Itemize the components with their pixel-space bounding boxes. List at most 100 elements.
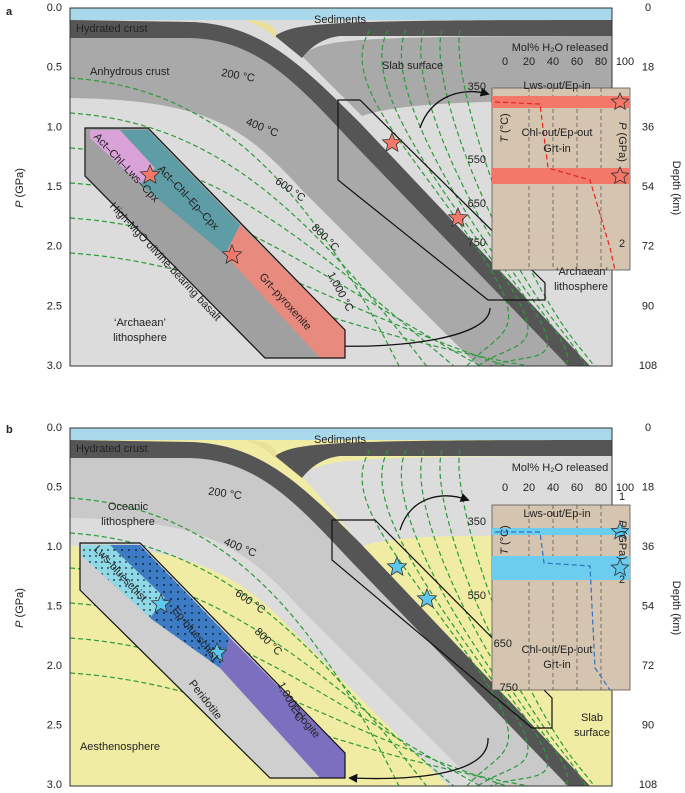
- inset-label: Grt-in: [543, 143, 571, 155]
- p-tick: 1.5: [47, 600, 62, 612]
- inset-label: Lws-out/Ep-in: [523, 80, 590, 92]
- arrow: [419, 87, 490, 129]
- axis-unit: (°C): [499, 525, 511, 548]
- depth-tick: 36: [642, 121, 654, 133]
- water-release-line: [495, 531, 611, 691]
- star: [221, 243, 243, 264]
- inset-x-tick: 100: [616, 482, 634, 494]
- hydrated-crust-label: Hydrated crust: [76, 23, 148, 35]
- callout-box: [331, 519, 553, 729]
- axis-title: T (°C): [499, 525, 511, 554]
- axis-unit: (°C): [499, 113, 511, 136]
- reaction-band: [492, 528, 630, 535]
- inset-t-tick: 650: [494, 638, 512, 650]
- axis-symbol: T: [499, 547, 511, 555]
- p-tick: 1.0: [47, 541, 62, 553]
- callout-box: [337, 99, 546, 301]
- depth-tick: 54: [642, 600, 654, 612]
- isotherm: [381, 29, 529, 366]
- sediment-wedge: [245, 20, 277, 38]
- inset-t-tick: 650: [468, 198, 486, 210]
- star: [610, 557, 630, 577]
- star: [447, 206, 469, 227]
- axis-title: P (GPa): [616, 520, 628, 560]
- anhydrous-crust-label: Anhydrous crust: [90, 66, 169, 78]
- panel-label: b: [6, 424, 13, 436]
- arrow: [348, 737, 489, 783]
- inset-label: Grt-in: [543, 659, 571, 671]
- label: Oceanic: [108, 501, 149, 513]
- depth-tick: 18: [642, 481, 654, 493]
- depth-tick: 36: [642, 541, 654, 553]
- label: ‘Archaean’: [556, 266, 608, 278]
- axis-unit: (GPa): [616, 129, 628, 161]
- isotherm: [400, 449, 549, 786]
- axis-symbol: T: [499, 135, 511, 143]
- arrow: [399, 493, 470, 531]
- isotherm: [361, 29, 510, 366]
- zoom-unit: [110, 545, 230, 668]
- inset-p-tick: 1: [619, 491, 625, 503]
- zoom-section: [84, 127, 346, 359]
- inset-box: [491, 504, 631, 691]
- isotherm: [70, 112, 428, 366]
- isotherm-label: 200 °C: [220, 67, 255, 85]
- label: surface: [574, 727, 610, 739]
- axis-title: Depth (km): [670, 161, 682, 215]
- star: [139, 163, 161, 184]
- depth-tick: 0: [645, 422, 651, 434]
- p-tick: 0.5: [47, 481, 62, 493]
- reaction-band: [492, 168, 630, 184]
- reaction-band: [492, 96, 630, 108]
- depth-tick: 90: [642, 300, 654, 312]
- arrow: [336, 307, 491, 351]
- isotherm: [381, 449, 529, 786]
- sediments-label: Sediments: [314, 434, 366, 446]
- zoom-unit: [82, 545, 165, 618]
- inset: [491, 87, 631, 271]
- label: lithosphere: [101, 516, 155, 528]
- p-tick: 1.0: [47, 121, 62, 133]
- slab-lithosphere: [70, 440, 591, 786]
- inset-x-tick: 0: [502, 482, 508, 494]
- overriding-dark-crust: [275, 20, 612, 58]
- inset-title: Mol% H₂O released: [512, 462, 609, 474]
- inset-label: Chl-out/Ep-out: [522, 127, 593, 139]
- inset-t-tick: 750: [468, 237, 486, 249]
- isotherm: [70, 77, 400, 366]
- axis-symbol: P: [14, 620, 26, 628]
- zoom-frame: [84, 127, 346, 359]
- inset-x-tick: 0: [502, 56, 508, 68]
- p-tick: 0.5: [47, 62, 62, 74]
- p-tick: 2.5: [47, 719, 62, 731]
- axis-symbol: P: [616, 122, 628, 130]
- axis-title: P (GPa): [14, 168, 26, 208]
- aesthenosphere-label: Aesthenosphere: [80, 741, 160, 753]
- isotherm-label: 200 °C: [207, 486, 242, 503]
- zoom-unit: [90, 130, 155, 184]
- inset-t-tick: 750: [500, 682, 518, 694]
- depth-tick: 72: [642, 241, 654, 253]
- p-tick: 0.0: [47, 422, 62, 434]
- p-tick: 2.0: [47, 241, 62, 253]
- inset-x-tick: 40: [547, 56, 559, 68]
- p-tick: 0.0: [47, 2, 62, 14]
- star: [381, 131, 403, 152]
- panel-label: a: [6, 6, 13, 18]
- zoom-unit: [120, 130, 240, 255]
- axis-title: P (GPa): [616, 122, 628, 162]
- star: [150, 592, 172, 613]
- label: ‘Archaean’: [114, 317, 166, 329]
- sea: [70, 428, 612, 440]
- inset-t-tick: 550: [468, 154, 486, 166]
- panel: [69, 427, 631, 787]
- star: [416, 587, 438, 608]
- inset-label: Lws-out/Ep-in: [523, 508, 590, 520]
- inset-label: Chl-out/Ep-out: [522, 644, 593, 656]
- label: lithosphere: [554, 281, 608, 293]
- inset: [491, 504, 631, 691]
- inset-x-tick: 40: [547, 482, 559, 494]
- label: Slab: [581, 712, 603, 724]
- isotherm: [70, 497, 400, 786]
- inset-t-tick: 350: [468, 516, 486, 528]
